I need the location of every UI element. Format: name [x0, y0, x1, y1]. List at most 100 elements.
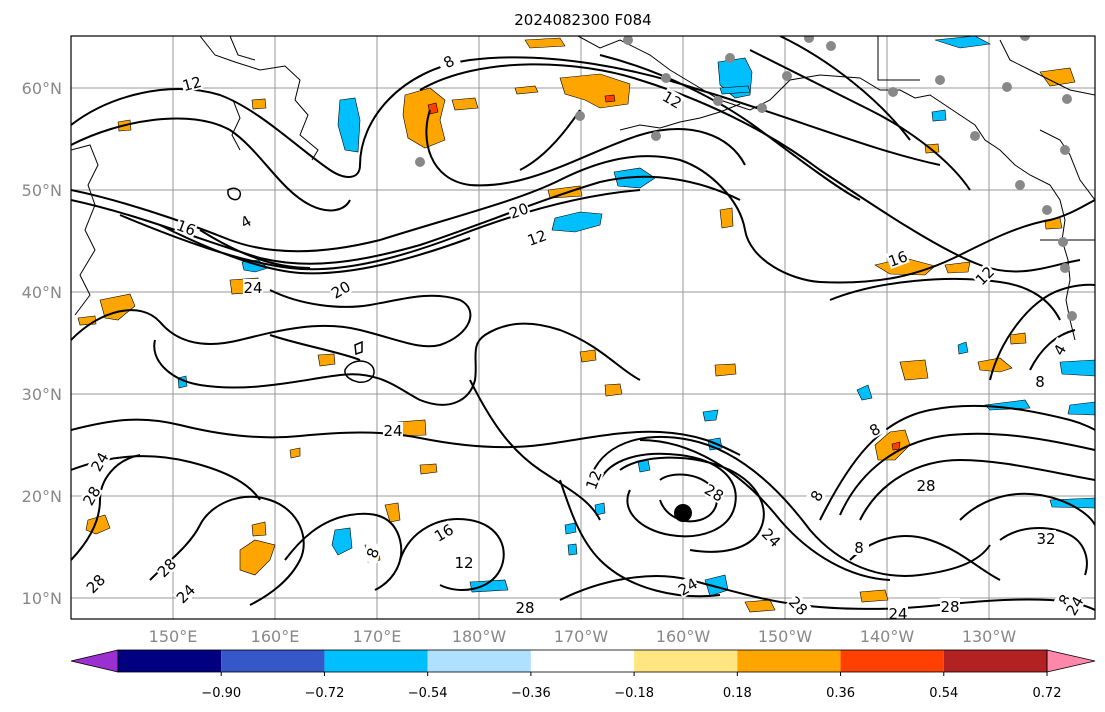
contour-label-background — [383, 422, 403, 438]
latitude-label: 10°N — [22, 589, 62, 608]
colorbar-segment — [737, 650, 841, 672]
colorbar-extend-high — [1046, 649, 1096, 673]
longitude-label: 160°E — [251, 627, 300, 646]
contour-label-background — [888, 605, 908, 619]
colorbar-segment — [427, 650, 531, 672]
colorbar-segment — [221, 650, 325, 672]
colorbar-segment — [634, 650, 738, 672]
longitude-label: 150°W — [758, 627, 813, 646]
contour-label: 28 — [916, 477, 935, 495]
storm-center-marker — [674, 504, 692, 522]
contour-label-background — [701, 480, 728, 505]
latitude-label: 40°N — [22, 283, 62, 302]
contour-label: 16 — [174, 216, 198, 239]
longitude-label: 180°W — [452, 627, 507, 646]
contour-label-background — [172, 580, 199, 607]
longitude-label: 170°W — [554, 627, 609, 646]
colorbar-tick-label: −0.90 — [201, 686, 241, 701]
colorbar-extend-low — [70, 649, 119, 673]
contour-label-background — [785, 592, 812, 619]
contour-label-background — [243, 279, 263, 295]
contour-label-background — [885, 247, 910, 269]
colorbar-segment — [324, 650, 428, 672]
longitude-label: 150°E — [149, 627, 198, 646]
contour-label-background — [582, 467, 604, 492]
contour-label-background — [454, 554, 474, 570]
longitude-label: 160°W — [656, 627, 711, 646]
contour-label: 12 — [582, 468, 605, 492]
shaded-anomalies — [77, 36, 1095, 613]
colorbar-tick-label: 0.54 — [929, 686, 958, 701]
longitude-label: 170°E — [353, 627, 402, 646]
contour-label: 8 — [1035, 373, 1045, 391]
contour-label-background — [435, 49, 462, 74]
contour-label: 16 — [886, 247, 910, 270]
contour-label-background — [515, 599, 535, 615]
colorbar-tick-label: 0.36 — [826, 686, 855, 701]
latitude-label: 30°N — [22, 385, 62, 404]
colorbar-segment — [943, 650, 1047, 672]
contour-label-background — [82, 570, 109, 597]
contour-label-background — [659, 87, 686, 112]
graticule — [71, 36, 1095, 619]
colorbar-tick-label: −0.36 — [511, 686, 551, 701]
longitude-label: 140°W — [860, 627, 915, 646]
colorbar-segment — [840, 650, 944, 672]
contour-label-background — [506, 199, 531, 221]
height-contours — [71, 36, 1095, 611]
contour-label-background — [174, 216, 199, 238]
contour-label-background — [804, 482, 829, 509]
contour-label-background — [861, 417, 888, 442]
contour-label-background — [430, 520, 457, 545]
contour-label: 24 — [243, 279, 262, 297]
contour-label: 12 — [180, 73, 203, 95]
colorbar-tick-label: −0.18 — [614, 686, 654, 701]
contour-label: 28 — [515, 599, 534, 617]
contour-label-background — [1036, 530, 1056, 546]
station-markers — [415, 36, 1077, 321]
contour-label-background — [1030, 373, 1050, 389]
colorbar-tick-label: 0.18 — [723, 686, 752, 701]
longitude-label: 130°W — [962, 627, 1017, 646]
contour-label: 20 — [507, 199, 531, 222]
contour-label-background — [232, 209, 259, 234]
colorbar-outline — [117, 649, 1048, 673]
contour-label-background — [327, 277, 354, 302]
colorbar-tick-label: 0.72 — [1033, 686, 1062, 701]
map-frame — [70, 35, 1096, 620]
contour-label: 12 — [525, 226, 549, 249]
contour-label-background — [971, 262, 998, 289]
contour-label-background — [180, 72, 204, 94]
contour-fragments — [227, 187, 375, 383]
contour-label-background — [916, 477, 936, 493]
contour-label-background — [153, 554, 180, 581]
colorbar-tick-label: −0.54 — [408, 686, 448, 701]
contour-label-background — [1062, 592, 1087, 619]
contour-label-background — [674, 574, 701, 599]
map-background — [71, 36, 1095, 619]
contour-label-background — [361, 540, 383, 565]
contour-label-background — [849, 539, 869, 555]
contour-label: 12 — [454, 554, 473, 572]
contour-label-background — [79, 482, 104, 509]
latitude-labels: 60°N 50°N 40°N 30°N 20°N 10°N — [22, 79, 62, 608]
contour-label: 24 — [888, 605, 907, 623]
colorbar-segment — [530, 650, 635, 672]
contour-label-background — [1052, 586, 1077, 613]
contour-label-background — [1047, 336, 1072, 363]
contour-label: 24 — [383, 422, 402, 440]
colorbar-segment — [118, 650, 222, 672]
latitude-label: 50°N — [22, 181, 62, 200]
longitude-labels: 150°E 160°E 170°E 180°W 170°W 160°W 150°W 140°W… — [149, 627, 1017, 646]
map-title: 2024082300 F084 — [514, 11, 651, 29]
contour-label-background — [940, 598, 960, 614]
contour-label: 28 — [940, 598, 959, 616]
colorbar-tick-label: −0.72 — [305, 686, 345, 701]
colorbar: −0.90 −0.72 −0.54 −0.36 −0.18 0.18 0.36 0.54 0.7… — [70, 649, 1096, 701]
contour-label-background — [524, 226, 549, 248]
contour-label-background — [87, 448, 112, 475]
latitude-label: 60°N — [22, 79, 62, 98]
contour-label-background — [758, 524, 785, 551]
